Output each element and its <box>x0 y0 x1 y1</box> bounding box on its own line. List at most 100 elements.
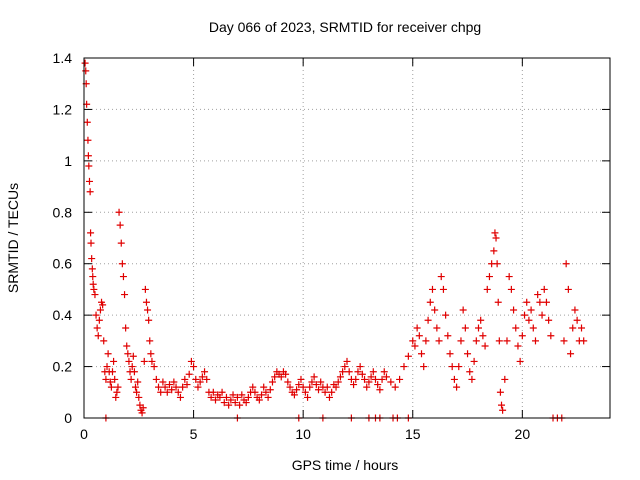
data-point <box>437 273 445 281</box>
data-point <box>382 373 390 381</box>
data-point <box>108 368 116 376</box>
data-point <box>116 221 124 229</box>
data-point <box>168 386 176 394</box>
data-point <box>534 291 542 299</box>
data-point <box>503 337 511 345</box>
data-marks <box>81 59 588 422</box>
data-point <box>146 337 154 345</box>
data-point <box>118 260 126 268</box>
data-point <box>212 396 219 404</box>
data-point <box>227 396 235 404</box>
data-point <box>510 306 518 314</box>
data-point <box>424 316 432 324</box>
data-point <box>328 388 336 396</box>
data-point <box>216 393 224 401</box>
data-point <box>179 383 187 391</box>
data-point <box>560 337 568 345</box>
data-point <box>341 363 349 371</box>
data-point <box>94 332 102 340</box>
data-point <box>133 388 141 396</box>
data-point <box>220 399 228 407</box>
data-point <box>99 301 107 309</box>
data-point <box>148 357 156 365</box>
data-point <box>114 383 122 391</box>
data-point <box>139 404 147 412</box>
data-point <box>209 388 217 396</box>
data-point <box>89 273 97 281</box>
chart-title: Day 066 of 2023, SRMTID for receiver chp… <box>209 19 481 35</box>
data-point <box>89 280 97 288</box>
data-point <box>194 383 202 391</box>
data-point <box>83 118 91 126</box>
data-point <box>409 337 417 345</box>
data-point <box>495 337 503 345</box>
data-point <box>354 368 362 376</box>
data-point <box>431 306 439 314</box>
data-point <box>538 311 546 319</box>
data-point <box>222 393 230 401</box>
data-point <box>102 375 110 383</box>
x-tick-label: 5 <box>190 426 198 442</box>
data-point <box>387 378 395 386</box>
data-point <box>493 260 501 268</box>
data-point <box>580 337 588 345</box>
data-point <box>150 363 158 371</box>
data-point <box>174 388 182 396</box>
data-point <box>299 383 307 391</box>
data-point <box>494 298 502 306</box>
data-point <box>130 368 138 376</box>
data-point <box>176 393 184 401</box>
data-point <box>499 406 507 414</box>
data-point <box>157 388 165 396</box>
data-point <box>140 357 148 365</box>
data-point <box>238 391 246 399</box>
data-point <box>564 285 572 293</box>
data-point <box>325 393 333 401</box>
data-point <box>135 393 143 401</box>
x-tick-label: 20 <box>515 426 531 442</box>
data-point <box>128 363 136 371</box>
data-point <box>85 177 93 185</box>
data-point <box>380 368 388 376</box>
data-point <box>277 373 285 381</box>
data-point <box>435 337 443 345</box>
data-point <box>345 368 353 376</box>
data-point <box>459 306 467 314</box>
data-point <box>113 388 121 396</box>
data-point <box>306 383 314 391</box>
data-point <box>110 357 118 365</box>
data-point <box>343 357 351 365</box>
y-tick-label: 0.4 <box>53 307 73 323</box>
data-point <box>304 393 312 401</box>
data-point <box>295 381 303 389</box>
data-point <box>258 391 266 399</box>
data-point <box>115 208 123 216</box>
data-point <box>262 388 270 396</box>
data-point <box>420 363 428 371</box>
data-point <box>87 239 95 247</box>
data-point <box>413 324 421 332</box>
data-point <box>317 378 325 386</box>
data-point <box>501 375 509 383</box>
data-point <box>125 357 133 365</box>
data-point <box>523 298 531 306</box>
data-point <box>466 368 474 376</box>
data-point <box>190 363 198 371</box>
data-point <box>492 234 500 242</box>
data-point <box>121 291 129 299</box>
y-tick-label: 0.8 <box>53 204 73 220</box>
data-point <box>233 393 241 401</box>
y-tick-label: 1.2 <box>53 101 73 117</box>
data-point <box>323 383 331 391</box>
data-point <box>87 229 95 237</box>
data-point <box>450 375 458 383</box>
data-point <box>479 332 487 340</box>
data-point <box>321 388 329 396</box>
data-point <box>339 368 347 376</box>
data-point <box>255 396 263 404</box>
data-point <box>141 285 149 293</box>
data-point <box>163 388 171 396</box>
data-point <box>92 311 100 319</box>
data-point <box>376 386 384 394</box>
data-point <box>367 373 375 381</box>
